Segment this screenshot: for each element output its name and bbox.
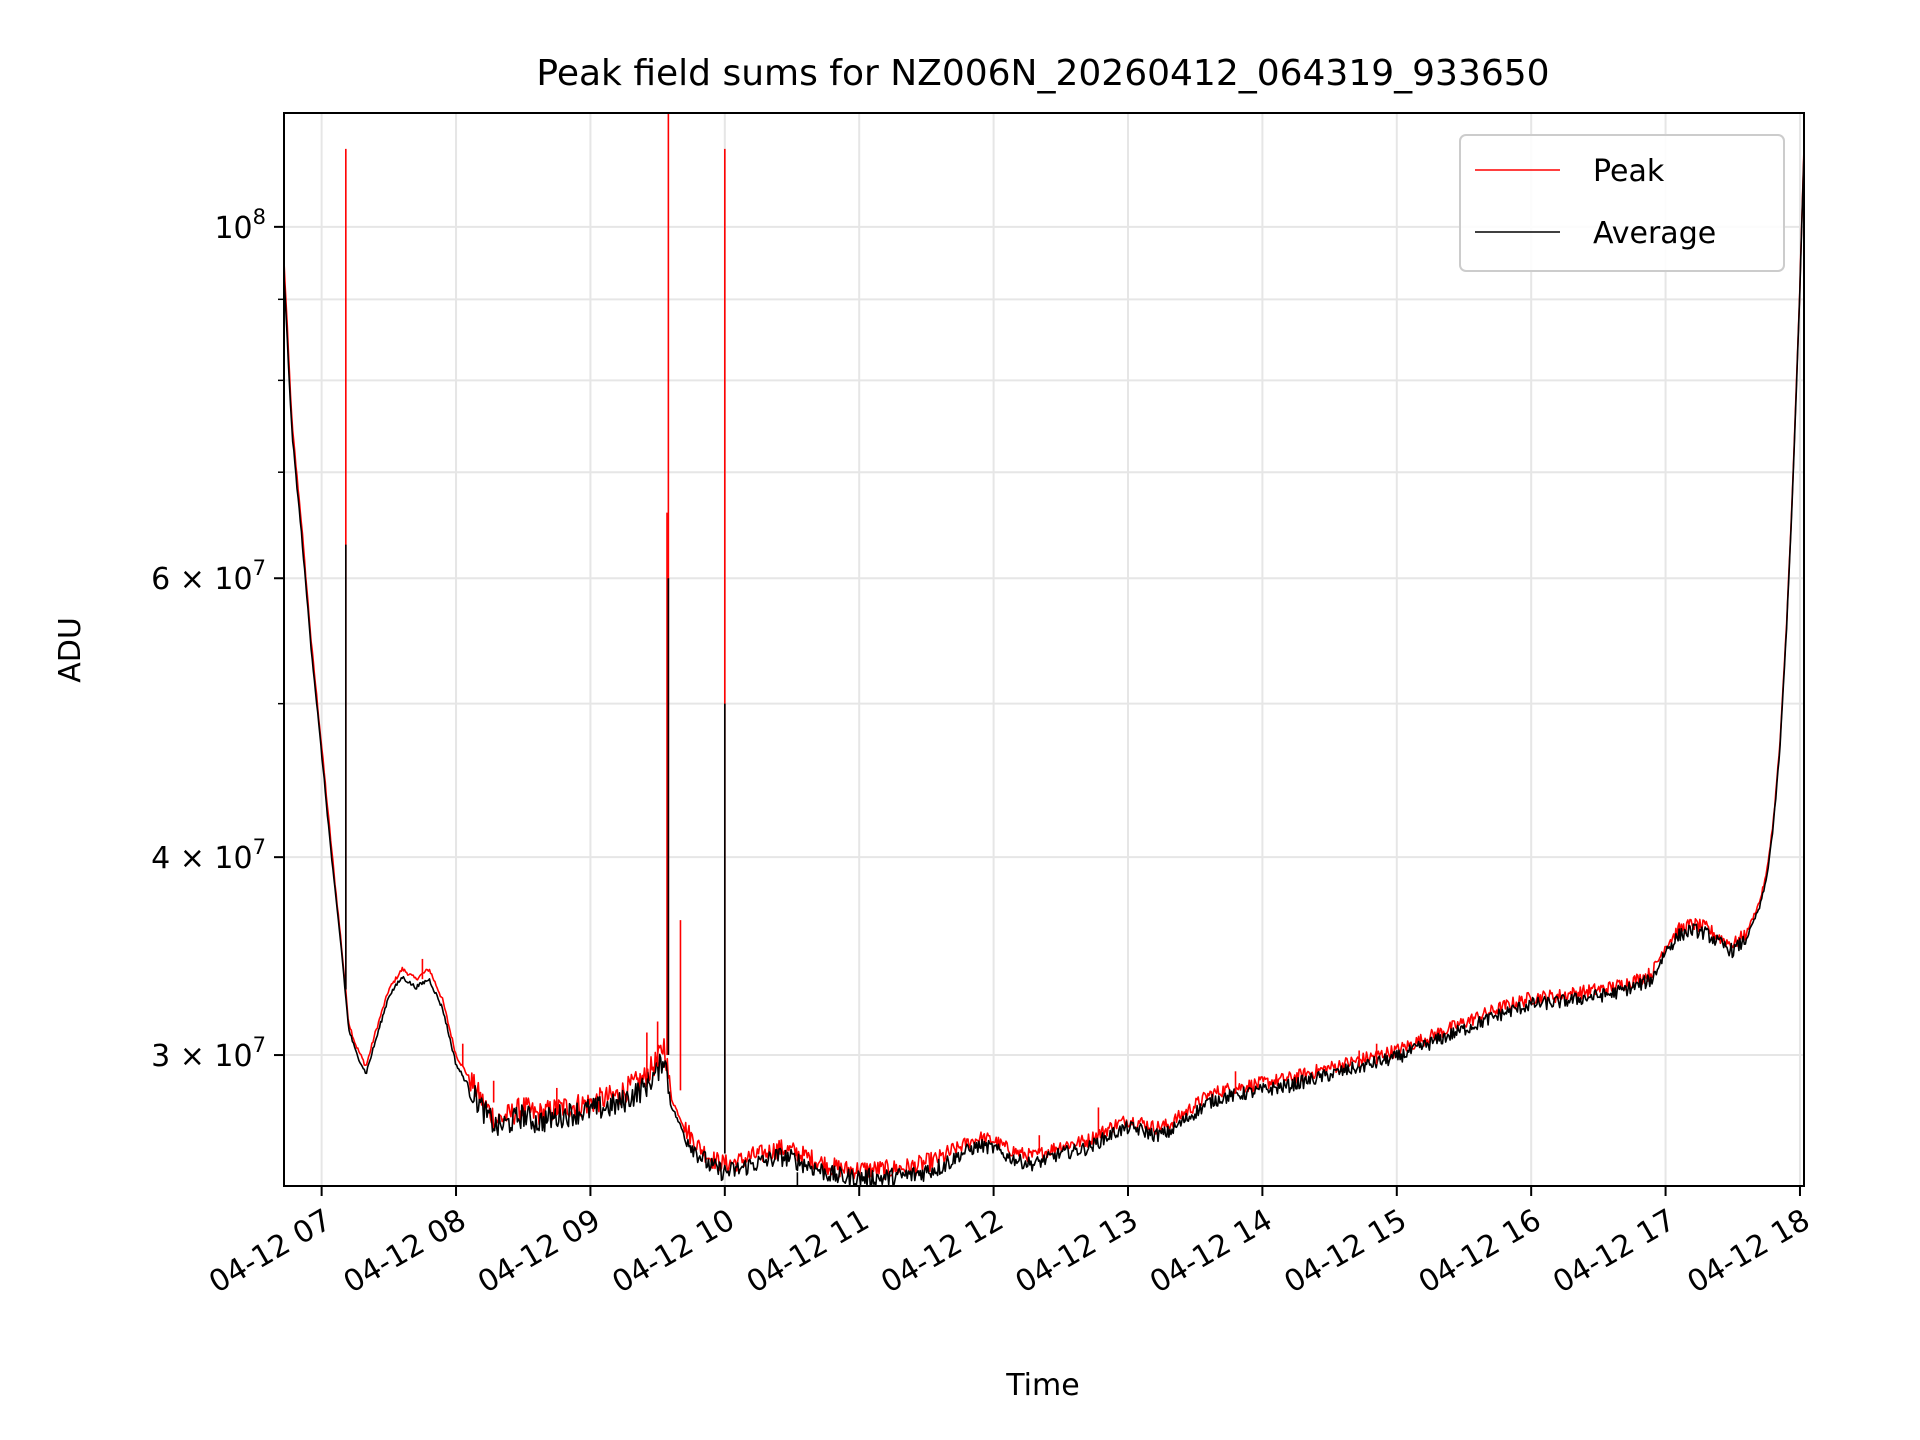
y-axis: 108 6 × 107 4 × 107 3 × 107 [151,205,284,1074]
y-tick-label: 6 × 107 [151,556,266,597]
y-axis-label: ADU [53,617,88,683]
x-axis-label: Time [1005,1368,1079,1403]
x-tick-label: 04-12 10 [606,1203,740,1301]
x-tick-label: 04-12 08 [338,1203,472,1301]
legend-average-label: Average [1593,216,1716,251]
x-tick-label: 04-12 15 [1278,1203,1412,1301]
x-tick-label: 04-12 14 [1144,1203,1278,1301]
chart-title: Peak field sums for NZ006N_20260412_0643… [536,53,1549,94]
x-axis: 04-12 07 04-12 08 04-12 09 04-12 10 04-12 11… [203,1186,1816,1300]
series-layer [284,113,1804,1186]
x-tick-label: 04-12 18 [1682,1203,1816,1301]
x-tick-label: 04-12 11 [741,1203,875,1301]
y-tick-label: 108 [214,205,266,246]
y-tick-label: 4 × 107 [151,835,266,876]
legend-peak-label: Peak [1593,154,1665,189]
average-series-line [284,151,1804,1186]
legend: Peak Average [1459,134,1785,272]
y-tick-label: 3 × 107 [151,1033,266,1074]
x-tick-label: 04-12 09 [472,1203,606,1301]
x-tick-label: 04-12 07 [203,1203,337,1301]
x-tick-label: 04-12 13 [1010,1203,1144,1301]
x-tick-label: 04-12 16 [1413,1203,1547,1301]
x-tick-label: 04-12 17 [1547,1203,1681,1301]
plot-frame [283,112,1805,1187]
x-tick-label: 04-12 12 [875,1203,1009,1301]
grid-lines [284,113,1804,1186]
legend-box [1459,134,1785,272]
peak-series-line [284,147,1804,1180]
